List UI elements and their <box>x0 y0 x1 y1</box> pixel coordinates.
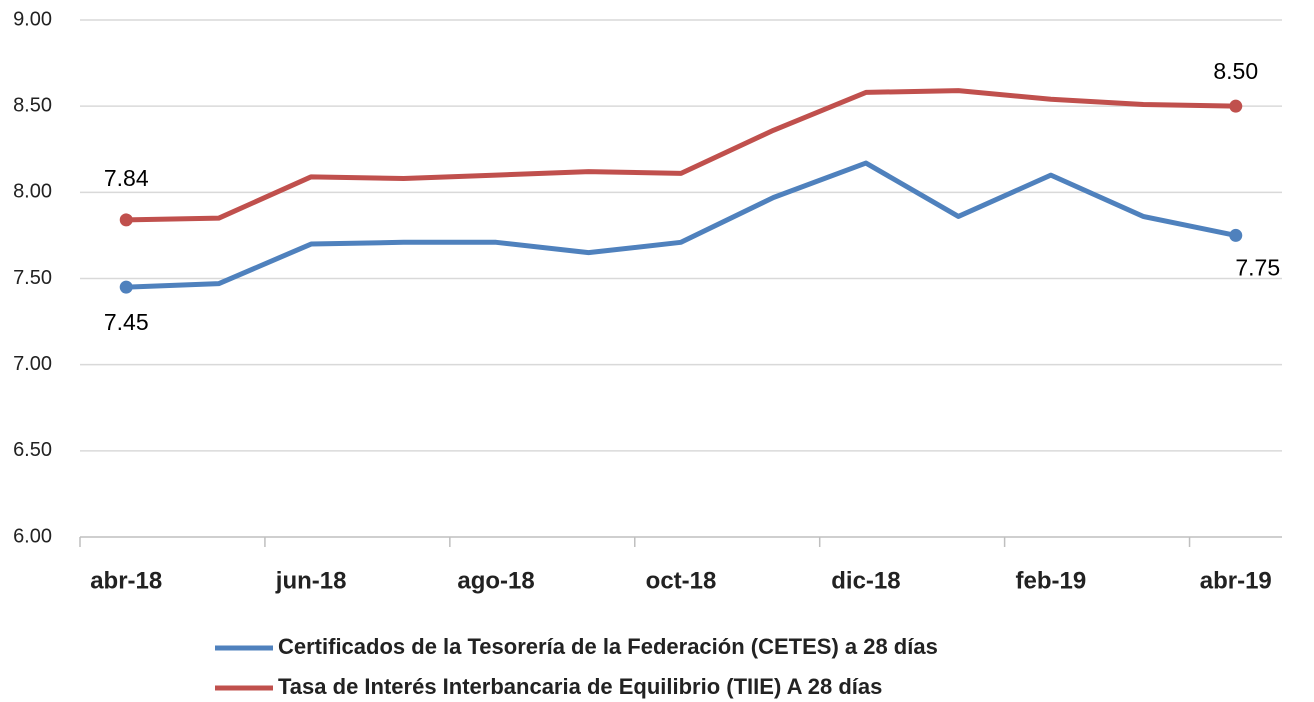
x-tick-label: abr-19 <box>1200 567 1272 594</box>
series-line <box>126 160 1237 290</box>
y-tick-label: 8.50 <box>13 94 52 116</box>
y-tick-label: 6.50 <box>13 439 52 461</box>
data-point <box>1229 228 1243 242</box>
x-tick-label: abr-18 <box>90 567 162 594</box>
y-tick-label: 7.50 <box>13 267 52 289</box>
data-label: 7.45 <box>104 309 149 335</box>
x-tick-label: feb-19 <box>1016 567 1087 594</box>
x-tick-label: dic-18 <box>831 567 900 594</box>
y-tick-label: 8.00 <box>13 181 52 203</box>
legend-label: Tasa de Interés Interbancaria de Equilib… <box>278 674 882 699</box>
data-point <box>1229 99 1243 113</box>
y-tick-label: 7.00 <box>13 353 52 375</box>
data-label: 7.75 <box>1235 254 1280 280</box>
y-tick-label: 9.00 <box>13 8 52 30</box>
x-tick-label: oct-18 <box>646 567 717 594</box>
series-line <box>126 88 1236 223</box>
x-tick-label: ago-18 <box>457 567 534 594</box>
data-point <box>119 280 133 294</box>
data-label: 7.84 <box>104 165 149 191</box>
x-tick-label: jun-18 <box>275 567 347 594</box>
data-point <box>119 213 133 227</box>
legend-label: Certificados de la Tesorería de la Feder… <box>278 634 938 659</box>
data-label: 8.50 <box>1213 58 1258 84</box>
y-tick-label: 6.00 <box>13 525 52 547</box>
